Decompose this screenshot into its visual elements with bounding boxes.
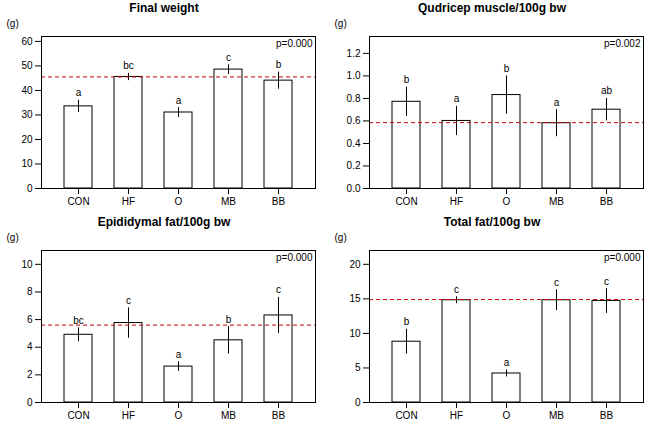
svg-text:(g): (g) — [7, 232, 19, 243]
svg-text:BB: BB — [600, 410, 614, 421]
svg-text:0.4: 0.4 — [347, 138, 361, 149]
svg-text:p=0.000: p=0.000 — [604, 252, 641, 263]
svg-text:b: b — [404, 316, 410, 327]
svg-text:c: c — [554, 277, 559, 288]
svg-text:a: a — [454, 93, 460, 104]
svg-text:MB: MB — [549, 410, 564, 421]
svg-text:BB: BB — [600, 196, 614, 207]
svg-text:ab: ab — [601, 85, 613, 96]
html-text:Qudricep muscle/100g bw: Qudricep muscle/100g bw — [418, 1, 566, 15]
svg-text:b: b — [504, 63, 510, 74]
svg-text:HF: HF — [450, 410, 463, 421]
svg-text:10: 10 — [21, 158, 33, 169]
svg-text:c: c — [604, 276, 609, 287]
svg-text:O: O — [175, 196, 183, 207]
svg-text:BB: BB — [272, 410, 286, 421]
svg-text:10: 10 — [349, 328, 361, 339]
svg-text:bc: bc — [123, 60, 134, 71]
svg-text:50: 50 — [21, 60, 33, 71]
svg-text:MB: MB — [221, 196, 236, 207]
svg-text:15: 15 — [349, 293, 361, 304]
html-text:Final weight: Final weight — [129, 1, 199, 15]
svg-text:O: O — [175, 410, 183, 421]
svg-text:a: a — [176, 95, 182, 106]
html-text:Epididymal fat/100g bw: Epididymal fat/100g bw — [97, 215, 231, 229]
svg-text:0.8: 0.8 — [347, 93, 361, 104]
svg-text:40: 40 — [21, 85, 33, 96]
svg-text:5: 5 — [355, 362, 361, 373]
svg-text:c: c — [276, 284, 281, 295]
svg-text:1.0: 1.0 — [347, 70, 361, 81]
svg-text:8: 8 — [27, 286, 33, 297]
svg-text:a: a — [504, 357, 510, 368]
svg-text:HF: HF — [122, 410, 135, 421]
svg-text:0.0: 0.0 — [347, 183, 361, 194]
svg-text:b: b — [276, 59, 282, 70]
svg-text:a: a — [176, 349, 182, 360]
svg-text:0: 0 — [355, 397, 361, 408]
svg-text:b: b — [404, 74, 410, 85]
svg-text:MB: MB — [221, 410, 236, 421]
svg-text:0: 0 — [27, 397, 33, 408]
svg-text:CON: CON — [67, 196, 89, 207]
svg-text:CON: CON — [395, 196, 417, 207]
svg-text:BB: BB — [272, 196, 286, 207]
svg-text:bc: bc — [73, 315, 84, 326]
svg-text:p=0.000: p=0.000 — [276, 252, 313, 263]
svg-text:c: c — [126, 295, 131, 306]
svg-text:MB: MB — [549, 196, 564, 207]
svg-text:O: O — [503, 410, 511, 421]
svg-text:HF: HF — [122, 196, 135, 207]
svg-text:0: 0 — [27, 183, 33, 194]
svg-text:6: 6 — [27, 314, 33, 325]
svg-text:p=0.000: p=0.000 — [276, 38, 313, 49]
svg-text:CON: CON — [395, 410, 417, 421]
svg-text:a: a — [76, 87, 82, 98]
svg-text:a: a — [554, 97, 560, 108]
svg-text:c: c — [454, 284, 459, 295]
html-text:Total fat/100g bw: Total fat/100g bw — [443, 215, 541, 229]
svg-text:(g): (g) — [7, 18, 19, 29]
svg-text:60: 60 — [21, 36, 33, 47]
svg-text:(g): (g) — [335, 18, 347, 29]
svg-text:(g): (g) — [335, 232, 347, 243]
svg-text:2: 2 — [27, 369, 33, 380]
svg-text:b: b — [226, 314, 232, 325]
svg-text:30: 30 — [21, 109, 33, 120]
svg-text:0.6: 0.6 — [347, 115, 361, 126]
svg-text:4: 4 — [27, 341, 33, 352]
svg-text:CON: CON — [67, 410, 89, 421]
svg-text:c: c — [226, 52, 231, 63]
svg-text:20: 20 — [21, 134, 33, 145]
svg-text:0.2: 0.2 — [347, 160, 361, 171]
svg-text:p=0.002: p=0.002 — [604, 38, 641, 49]
svg-text:20: 20 — [349, 259, 361, 270]
svg-text:O: O — [503, 196, 511, 207]
svg-text:HF: HF — [450, 196, 463, 207]
svg-text:1.2: 1.2 — [347, 48, 361, 59]
svg-text:10: 10 — [21, 259, 33, 270]
